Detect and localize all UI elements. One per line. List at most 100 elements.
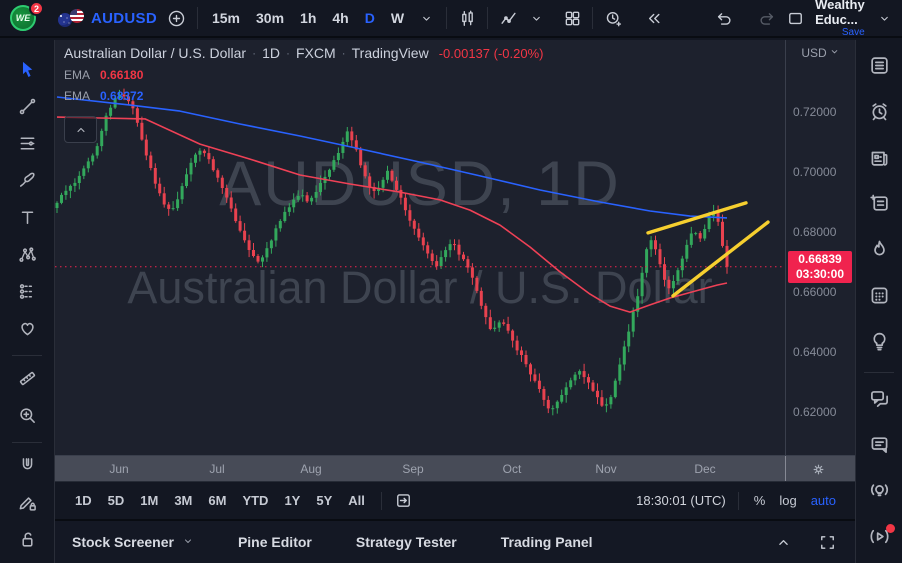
clock-utc[interactable]: 18:30:01 (UTC) xyxy=(636,493,726,508)
collapse-legend-button[interactable] xyxy=(64,116,97,143)
chart-type-button[interactable] xyxy=(453,5,481,31)
brush-icon xyxy=(18,171,37,195)
cursor-tool-button[interactable] xyxy=(8,53,46,90)
bar-replay-button[interactable] xyxy=(639,5,667,31)
indicator-value: 0.68372 xyxy=(100,89,144,103)
layout-name-button[interactable]: Wealthy Educ... Save xyxy=(815,0,865,38)
public-chat-icon xyxy=(869,388,890,414)
date-range-buttons: 1D 5D 1M 3M 6M YTD 1Y 5Y All xyxy=(67,488,418,514)
private-chats-button[interactable] xyxy=(859,424,899,470)
month-label-sep: Sep xyxy=(402,462,424,476)
range-5d-button[interactable]: 5D xyxy=(107,493,125,508)
news-button[interactable] xyxy=(859,137,899,183)
indicator-row-ema-0[interactable]: EMA 0.66180 xyxy=(64,68,543,82)
ideas-button[interactable] xyxy=(859,321,899,367)
auto-scale-button[interactable]: auto xyxy=(810,493,836,508)
chart-pane[interactable]: AUDUSD, 1D Australian Dollar / U.S. Doll… xyxy=(55,40,785,455)
text-notes-button[interactable] xyxy=(859,183,899,229)
public-chats-button[interactable] xyxy=(859,378,899,424)
indicator-row-ema-1[interactable]: EMA 0.68372 xyxy=(64,89,543,103)
fullscreen-button[interactable] xyxy=(813,529,841,555)
indicator-value: 0.66180 xyxy=(100,68,144,82)
ruler-icon xyxy=(18,369,37,393)
brush-tool-button[interactable] xyxy=(8,164,46,201)
legend-title-row[interactable]: Australian Dollar / U.S. Dollar · 1D · F… xyxy=(64,45,543,61)
select-layout-button[interactable] xyxy=(781,5,809,31)
magnet-mode-button[interactable] xyxy=(8,449,46,486)
range-all-button[interactable]: All xyxy=(348,493,365,508)
indicators-button[interactable] xyxy=(494,5,522,31)
symbol-search-button[interactable]: AUDUSD xyxy=(52,7,163,29)
text-tool-button[interactable] xyxy=(8,201,46,238)
month-label-aug: Aug xyxy=(300,462,322,476)
tab-label: Stock Screener xyxy=(72,534,174,550)
percent-scale-button[interactable]: % xyxy=(753,493,766,508)
create-alert-button[interactable] xyxy=(599,5,627,31)
timeframe-chevron-down-icon[interactable] xyxy=(412,5,440,31)
emoji-tool-button[interactable] xyxy=(8,312,46,349)
tab-label: Pine Editor xyxy=(237,534,312,550)
timeframe-D[interactable]: D xyxy=(364,10,375,26)
currency-pair-flags-icon xyxy=(58,9,84,27)
compare-add-icon[interactable] xyxy=(163,5,191,31)
range-ytd-button[interactable]: YTD xyxy=(242,493,269,508)
price-axis[interactable]: USD 0.72000 0.70000 0.68000 0.66000 0.64000 0… xyxy=(785,40,855,455)
fib-retracement-tool-button[interactable] xyxy=(8,127,46,164)
timeframe-30m[interactable]: 30m xyxy=(256,10,285,26)
stay-in-drawing-mode-button[interactable] xyxy=(8,486,46,523)
timeframe-15m[interactable]: 15m xyxy=(211,10,240,26)
tab-pine-editor[interactable]: Pine Editor xyxy=(238,534,312,550)
timeframe-4h[interactable]: 4h xyxy=(332,10,349,26)
expand-panel-button[interactable] xyxy=(769,529,797,555)
trend-line-tool-button[interactable] xyxy=(8,90,46,127)
watchlist-button[interactable] xyxy=(859,45,899,91)
live-icon xyxy=(869,526,890,552)
save-label[interactable]: Save xyxy=(841,26,865,38)
timeframe-W[interactable]: W xyxy=(390,10,405,26)
legend-provider: TradingView xyxy=(351,45,429,61)
news-icon xyxy=(869,147,890,173)
pattern-icon xyxy=(18,245,37,269)
layout-chevron-down-icon[interactable] xyxy=(871,5,899,31)
range-6m-button[interactable]: 6M xyxy=(208,493,227,508)
alerts-button[interactable] xyxy=(859,91,899,137)
tab-trading-panel[interactable]: Trading Panel xyxy=(501,534,593,550)
range-1m-button[interactable]: 1M xyxy=(140,493,159,508)
heart-icon xyxy=(18,319,37,343)
top-toolbar: WE 2 AUDUSD 15m 30m 1h 4h D W xyxy=(0,0,902,38)
forecast-tool-button[interactable] xyxy=(8,275,46,312)
tab-strategy-tester[interactable]: Strategy Tester xyxy=(356,534,457,550)
live-broadcasts-button[interactable] xyxy=(859,516,899,562)
undo-button[interactable] xyxy=(709,5,737,31)
indicators-chevron-down-icon[interactable] xyxy=(522,5,550,31)
time-axis[interactable]: Jun Jul Aug Sep Oct Nov Dec xyxy=(55,455,855,482)
redo-button[interactable] xyxy=(753,5,781,31)
tab-stock-screener[interactable]: Stock Screener xyxy=(72,534,194,550)
bottom-panel: Stock Screener Pine Editor Strategy Tester… xyxy=(55,519,855,563)
hotlists-button[interactable] xyxy=(859,229,899,275)
streams-button[interactable] xyxy=(859,470,899,516)
price-tick: 0.70000 xyxy=(793,165,837,179)
divider xyxy=(380,491,382,510)
pattern-tool-button[interactable] xyxy=(8,238,46,275)
range-3m-button[interactable]: 3M xyxy=(174,493,193,508)
cursor-icon xyxy=(18,60,37,84)
chart-settings-gear-icon[interactable] xyxy=(805,458,831,480)
measure-tool-button[interactable] xyxy=(8,362,46,399)
app-logo[interactable]: WE 2 xyxy=(8,1,44,33)
candlestick-chart[interactable] xyxy=(55,40,785,455)
separator-dot: · xyxy=(341,46,346,60)
range-5y-button[interactable]: 5Y xyxy=(316,493,333,508)
forecast-icon xyxy=(18,282,37,306)
layout-grid-button[interactable] xyxy=(558,5,586,31)
range-1d-button[interactable]: 1D xyxy=(75,493,92,508)
lock-drawings-button[interactable] xyxy=(8,523,46,560)
log-scale-button[interactable]: log xyxy=(779,493,797,508)
zoom-in-tool-button[interactable] xyxy=(8,399,46,436)
price-axis-currency-button[interactable]: USD xyxy=(786,46,855,60)
timeframe-1h[interactable]: 1h xyxy=(300,10,317,26)
range-1y-button[interactable]: 1Y xyxy=(284,493,301,508)
calendar-button[interactable] xyxy=(859,275,899,321)
go-to-date-button[interactable] xyxy=(390,488,418,514)
